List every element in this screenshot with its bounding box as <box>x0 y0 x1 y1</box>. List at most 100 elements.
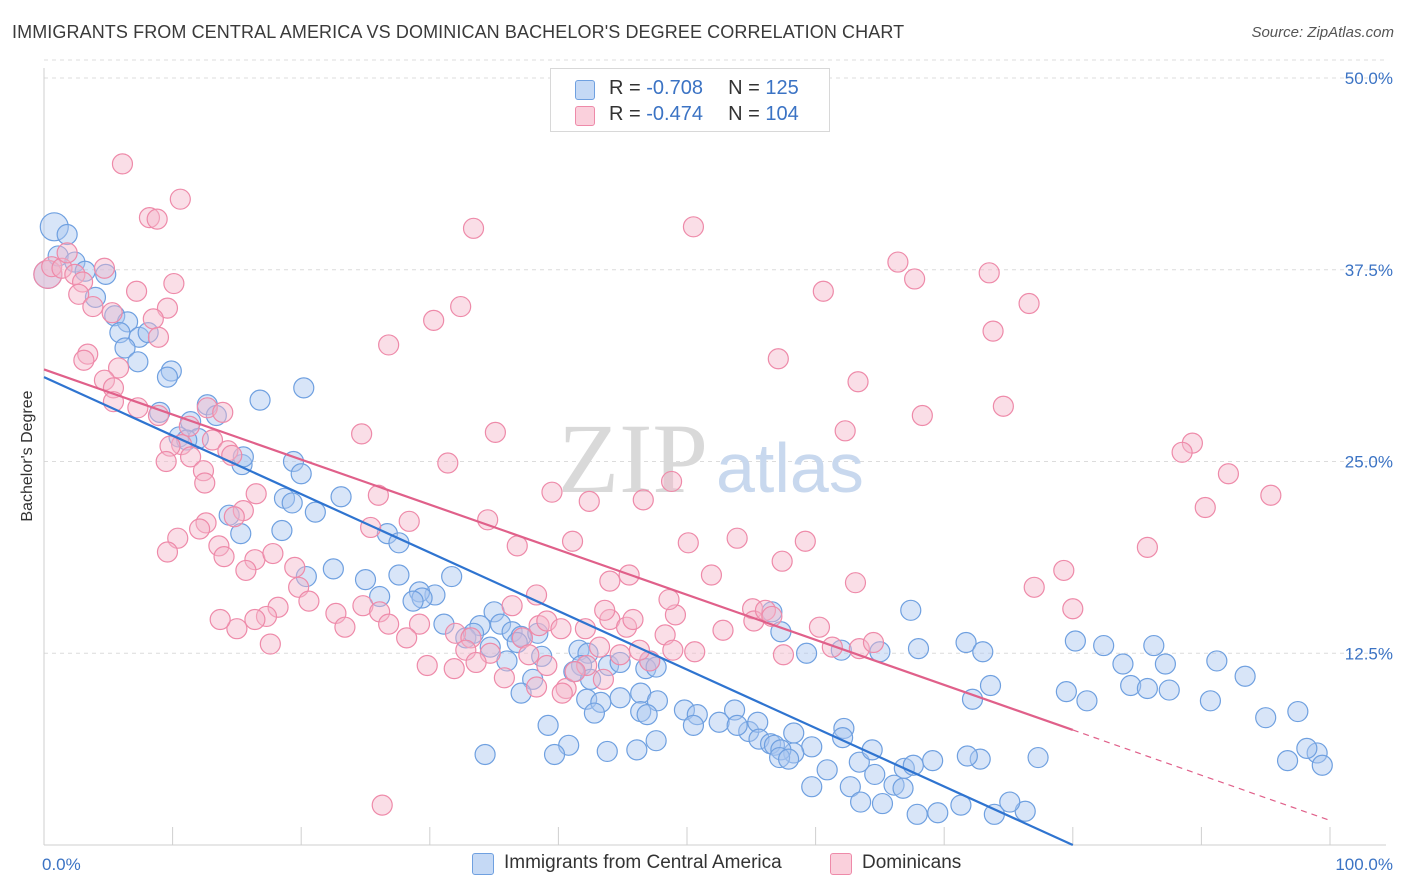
data-point <box>156 297 179 319</box>
data-point <box>369 585 391 608</box>
data-point <box>1112 653 1134 675</box>
data-point <box>904 268 926 290</box>
data-point <box>388 564 410 586</box>
data-point <box>396 627 418 649</box>
data-point <box>1055 680 1077 703</box>
data-point <box>262 542 284 565</box>
data-point <box>1234 665 1256 687</box>
data-point <box>594 599 616 621</box>
data-point <box>116 311 139 333</box>
x-tick-label: 100.0% <box>1335 855 1393 874</box>
data-point <box>489 613 512 635</box>
data-point <box>82 295 104 318</box>
data-point <box>922 750 944 772</box>
data-point <box>1194 496 1216 519</box>
data-point <box>969 748 991 770</box>
data-point <box>1064 630 1086 652</box>
data-point <box>244 608 266 631</box>
data-point <box>293 377 315 399</box>
legend-r-value: -0.474 <box>646 103 703 125</box>
data-point <box>708 711 730 733</box>
data-point <box>284 556 306 578</box>
data-point <box>398 510 420 532</box>
data-point <box>862 631 885 654</box>
data-point <box>636 704 658 726</box>
data-point <box>777 748 800 770</box>
data-point <box>1206 650 1228 672</box>
data-point <box>654 624 676 646</box>
data-point <box>104 305 126 327</box>
data-point <box>645 730 667 752</box>
data-point <box>127 397 149 419</box>
data-point <box>138 206 161 229</box>
data-point <box>887 251 909 273</box>
data-point <box>101 302 123 324</box>
data-point <box>700 564 723 586</box>
data-point <box>111 153 134 175</box>
data-point <box>125 280 148 302</box>
legend-swatch-pink <box>575 106 595 126</box>
data-point <box>424 584 446 606</box>
watermark-atlas: atlas <box>716 429 864 507</box>
data-point <box>1062 598 1084 620</box>
data-point <box>927 802 949 824</box>
data-point <box>609 651 631 674</box>
data-point <box>754 599 777 621</box>
data-point <box>354 569 377 591</box>
trend-line-1 <box>43 368 1074 731</box>
data-point <box>477 509 499 531</box>
x-tick-label: 0.0% <box>42 855 81 874</box>
data-point <box>795 642 818 664</box>
data-point <box>1053 559 1075 582</box>
source-label: Source: ZipAtlas.com <box>1251 24 1394 41</box>
data-point <box>95 263 117 285</box>
data-point <box>127 351 149 373</box>
data-point <box>1296 737 1318 759</box>
data-point <box>235 559 257 582</box>
data-point <box>812 280 834 302</box>
data-point <box>1255 707 1277 729</box>
data-point <box>462 217 485 239</box>
data-point <box>195 512 217 534</box>
data-point <box>378 334 400 356</box>
data-point <box>645 656 667 678</box>
data-point <box>660 470 683 493</box>
legend-swatch-blue <box>575 80 595 100</box>
data-point <box>146 208 168 230</box>
data-point <box>839 776 861 798</box>
data-point <box>479 636 501 658</box>
data-point <box>767 348 789 370</box>
data-point <box>107 357 130 379</box>
data-point <box>493 667 515 689</box>
data-point <box>271 519 293 542</box>
data-point <box>360 516 382 539</box>
data-point <box>550 618 572 640</box>
data-point <box>622 608 644 631</box>
data-point <box>1158 679 1180 701</box>
data-point <box>632 489 654 511</box>
data-point <box>833 717 855 740</box>
data-point <box>1306 742 1328 764</box>
data-point <box>907 638 930 660</box>
watermark-zip: ZIP <box>558 403 708 514</box>
watermark: ZIP atlas <box>558 403 864 514</box>
data-point <box>441 565 463 588</box>
legend-r-label: R = <box>609 77 647 99</box>
data-point <box>658 588 680 611</box>
data-point <box>484 421 506 443</box>
data-point <box>583 702 606 724</box>
data-point <box>726 714 748 736</box>
data-point <box>1076 690 1098 712</box>
data-point <box>73 349 95 371</box>
data-point <box>201 429 224 451</box>
data-point <box>747 711 769 733</box>
data-point <box>450 295 472 318</box>
data-point <box>783 722 805 744</box>
data-point <box>352 595 374 617</box>
data-point <box>900 599 922 621</box>
data-point <box>304 501 326 523</box>
data-point <box>847 371 869 393</box>
data-point <box>979 674 1002 697</box>
data-point <box>808 616 831 638</box>
legend-r-value: -0.708 <box>646 77 703 99</box>
